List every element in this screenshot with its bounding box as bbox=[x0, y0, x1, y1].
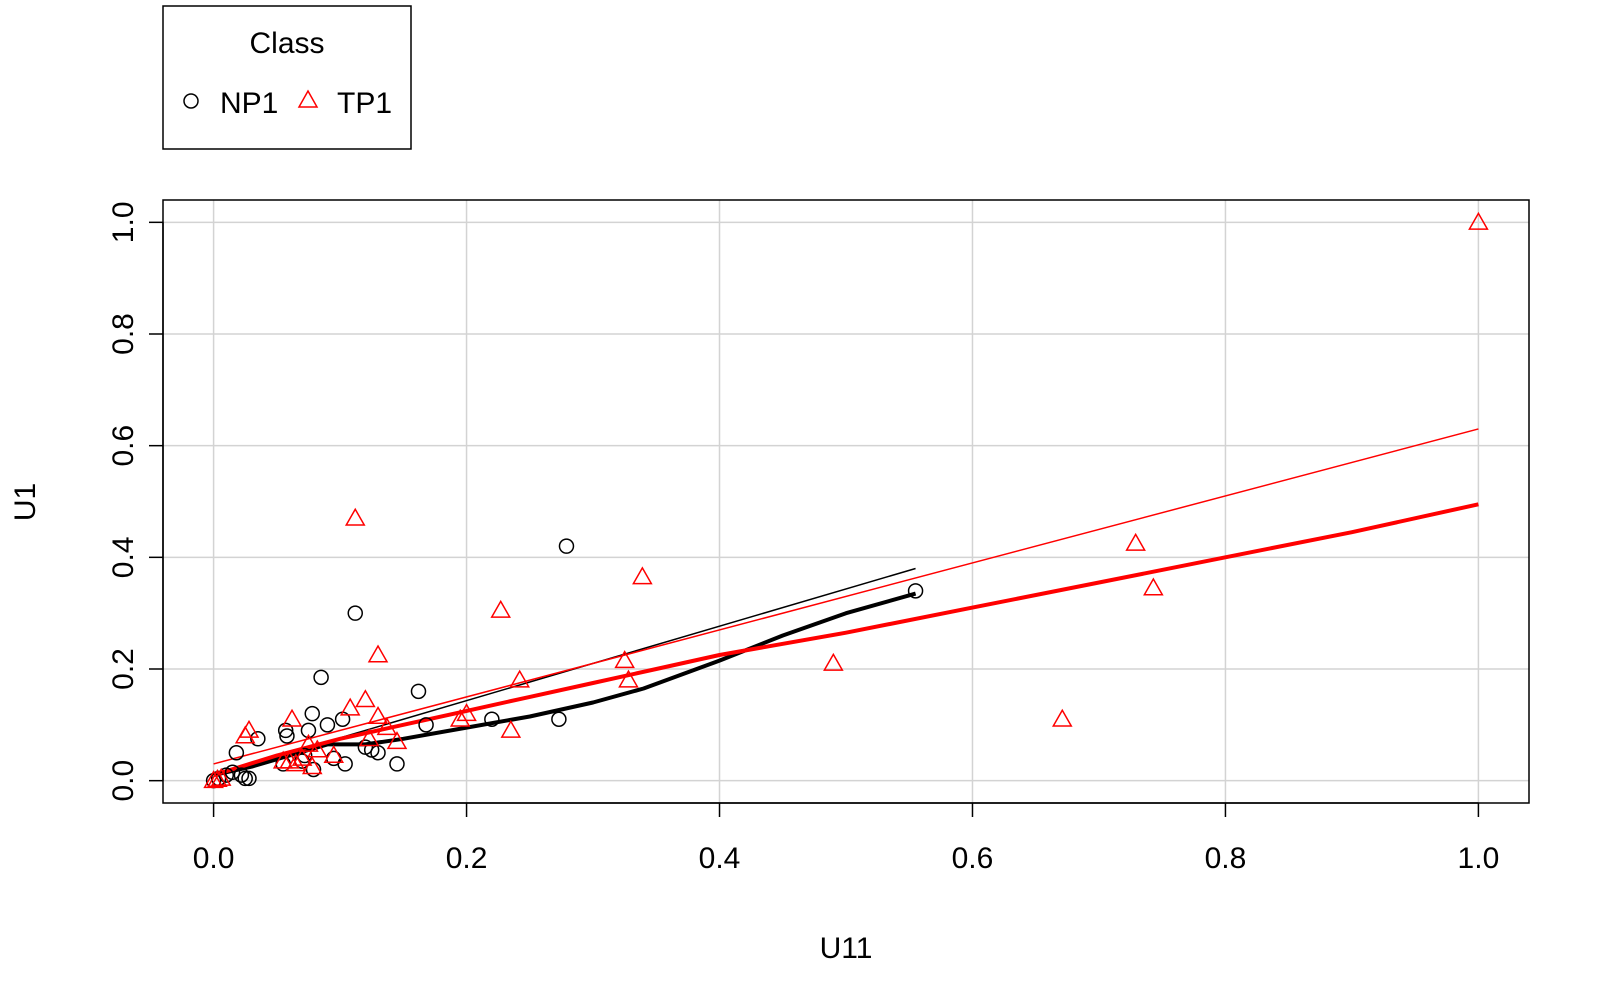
tp1-point bbox=[203, 770, 224, 789]
y-tick-label: 0.6 bbox=[107, 425, 140, 467]
tp1-point bbox=[358, 728, 380, 747]
np1-point bbox=[224, 764, 241, 781]
x-axis: 0.0 0.2 0.4 0.6 0.8 1.0 bbox=[193, 802, 1500, 875]
tp1-point bbox=[238, 719, 260, 738]
tp1-point bbox=[285, 753, 307, 772]
np1-point bbox=[277, 722, 294, 739]
tp1-point bbox=[449, 708, 471, 727]
np1-point bbox=[551, 711, 567, 727]
tp1-point bbox=[614, 650, 635, 669]
np1-point bbox=[279, 728, 295, 744]
np1-point bbox=[319, 717, 336, 733]
x-tick-label: 0.4 bbox=[699, 842, 741, 875]
legend-tp1-label: TP1 bbox=[337, 87, 392, 120]
tp1-point bbox=[376, 717, 398, 736]
np1-point bbox=[347, 605, 364, 621]
x-tick-label: 0.0 bbox=[193, 842, 235, 875]
tp1-point bbox=[386, 731, 408, 750]
legend-box bbox=[162, 5, 412, 150]
np1-point bbox=[304, 705, 320, 722]
tp1-point bbox=[1051, 708, 1073, 727]
tp1-point bbox=[500, 719, 522, 738]
np1-point bbox=[241, 770, 257, 787]
data-points bbox=[203, 211, 1489, 789]
np1-point bbox=[296, 747, 313, 764]
x-tick-label: 1.0 bbox=[1458, 842, 1500, 875]
x-tick-label: 0.8 bbox=[1205, 842, 1247, 875]
tp1-point bbox=[207, 769, 228, 788]
np1-point bbox=[233, 767, 250, 783]
tp1-point bbox=[298, 733, 319, 752]
legend-np1-label: NP1 bbox=[220, 87, 278, 120]
plot-frame bbox=[162, 199, 1530, 804]
tp1-point bbox=[323, 745, 345, 764]
legend-tp1-marker bbox=[297, 89, 319, 108]
tp1-point bbox=[344, 507, 366, 526]
x-tick-label: 0.2 bbox=[446, 842, 488, 875]
tp1-point bbox=[490, 599, 511, 618]
y-tick-label: 0.0 bbox=[107, 760, 140, 802]
tp1-point bbox=[367, 705, 389, 724]
np1-point bbox=[250, 731, 266, 747]
tp1-point bbox=[279, 750, 300, 769]
np1-point bbox=[313, 669, 329, 686]
y-tick-label: 1.0 bbox=[107, 201, 140, 243]
tp1-point bbox=[210, 767, 232, 786]
x-axis-title: U11 bbox=[820, 932, 873, 965]
grid bbox=[163, 200, 1529, 803]
legend-title: Class bbox=[249, 27, 324, 60]
np1-point bbox=[337, 756, 353, 772]
tp1-point bbox=[823, 652, 844, 671]
tp1-point bbox=[1125, 532, 1146, 551]
tp1-point bbox=[1143, 577, 1164, 596]
tp1-point bbox=[301, 756, 323, 775]
np1-point bbox=[418, 717, 434, 733]
tp1-point bbox=[355, 689, 376, 708]
np1-point bbox=[305, 761, 322, 778]
x-tick-label: 0.6 bbox=[952, 842, 994, 875]
tp1-point bbox=[618, 669, 639, 688]
y-axis-title: U1 bbox=[9, 483, 42, 521]
np1-point bbox=[558, 538, 575, 554]
plot-area bbox=[162, 199, 1530, 804]
np1-point bbox=[389, 756, 405, 772]
np1-point bbox=[907, 583, 924, 599]
np1-point bbox=[237, 770, 253, 787]
np1-point bbox=[410, 683, 427, 700]
tp1-point bbox=[281, 708, 303, 727]
tp1-point bbox=[509, 669, 530, 688]
legend: Class NP1 TP1 bbox=[162, 5, 412, 150]
np1-point bbox=[300, 722, 317, 739]
tp1-smooth-curve bbox=[213, 502, 1479, 778]
tp1-point bbox=[456, 703, 477, 722]
np1-point bbox=[228, 745, 245, 761]
tp1-point bbox=[367, 644, 389, 663]
fit-lines bbox=[213, 428, 1479, 778]
y-axis: 0.0 0.2 0.4 0.6 0.8 1.0 bbox=[107, 201, 164, 802]
y-tick-label: 0.8 bbox=[107, 313, 140, 355]
y-tick-label: 0.4 bbox=[107, 536, 140, 578]
y-tick-label: 0.2 bbox=[107, 648, 140, 690]
tp1-point bbox=[291, 747, 313, 766]
tp1-point bbox=[632, 566, 653, 585]
tp1-point bbox=[307, 739, 328, 758]
legend-np1-marker bbox=[183, 93, 199, 109]
tp1-point bbox=[339, 697, 361, 716]
np1-point bbox=[484, 711, 500, 727]
tp1-linear-fit bbox=[213, 428, 1479, 765]
tp1-point bbox=[1468, 211, 1489, 230]
